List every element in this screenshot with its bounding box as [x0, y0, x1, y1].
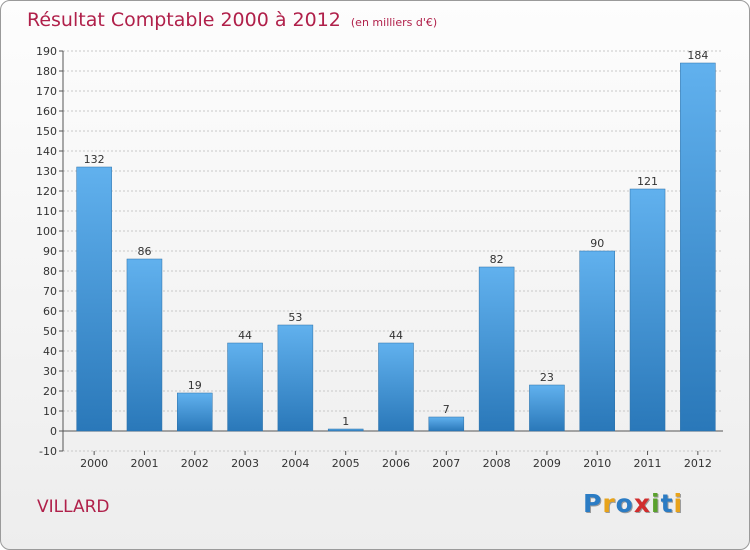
data-label: 44 — [389, 329, 403, 342]
y-tick-label: 10 — [43, 405, 57, 418]
x-tick-label: 2008 — [483, 457, 511, 470]
x-tick-label: 2001 — [130, 457, 158, 470]
y-tick-label: 190 — [36, 45, 57, 58]
bar-2005 — [327, 428, 364, 432]
x-tick-label: 2005 — [332, 457, 360, 470]
bar-2009 — [529, 384, 565, 432]
y-tick-label: 20 — [43, 385, 57, 398]
y-tick-label: 60 — [43, 305, 57, 318]
chart-title: Résultat Comptable 2000 à 2012 (en millie… — [27, 9, 437, 31]
y-tick-label: 170 — [36, 85, 57, 98]
bar-2004 — [277, 324, 314, 432]
data-label: 121 — [637, 175, 658, 188]
y-tick-label: 110 — [36, 205, 57, 218]
data-label: 90 — [590, 237, 604, 250]
y-tick-label: 70 — [43, 285, 57, 298]
chart-subtitle: (en milliers d'€) — [350, 16, 438, 29]
data-label: 86 — [137, 245, 151, 258]
logo-letter: o — [615, 489, 634, 518]
y-tick-label: 80 — [43, 265, 57, 278]
y-tick-label: -10 — [39, 445, 57, 458]
x-tick-label: 2006 — [382, 457, 410, 470]
logo-letter: r — [602, 489, 616, 518]
bar-2002 — [177, 392, 213, 432]
logo-letter: t — [660, 489, 674, 518]
logo-letter: i — [673, 489, 684, 518]
y-tick-label: 180 — [36, 65, 57, 78]
x-tick-label: 2004 — [281, 457, 309, 470]
bar-2007 — [428, 416, 465, 432]
town-name: VILLARD — [37, 497, 110, 517]
bar-2000 — [76, 166, 112, 432]
labels: -10 0 10 20 30 40 50 60 70 80 90 100 110 120 130 140 150… — [36, 45, 712, 470]
data-label: 19 — [188, 379, 202, 392]
bars — [76, 62, 716, 432]
data-label: 132 — [84, 153, 105, 166]
y-tick-label: 40 — [43, 345, 57, 358]
x-tick-label: 2007 — [432, 457, 460, 470]
x-tick-label: 2000 — [80, 457, 108, 470]
y-tick-label: 160 — [36, 105, 57, 118]
data-label: 1 — [342, 415, 349, 428]
x-tick-label: 2010 — [583, 457, 611, 470]
y-tick-label: 130 — [36, 165, 57, 178]
bar-2011 — [629, 188, 666, 432]
y-tick-label: 90 — [43, 245, 57, 258]
data-label: 44 — [238, 329, 252, 342]
x-tick-label: 2003 — [231, 457, 259, 470]
bar-2008 — [478, 266, 515, 432]
x-tick-label: 2011 — [634, 457, 662, 470]
logo-letter: i — [651, 489, 661, 518]
y-tick-label: 140 — [36, 145, 57, 158]
bar-2006 — [378, 342, 414, 432]
x-tick-label: 2012 — [684, 457, 712, 470]
grid-lines — [63, 50, 723, 452]
y-tick-label: 100 — [36, 225, 57, 238]
data-label: 82 — [490, 253, 504, 266]
bar-2012 — [680, 62, 716, 432]
y-tick-label: 30 — [43, 365, 57, 378]
logo-letter: x — [633, 489, 651, 518]
bar-2003 — [227, 342, 263, 432]
bar-2010 — [579, 250, 615, 432]
data-label: 53 — [288, 311, 302, 324]
y-tick-label: 120 — [36, 185, 57, 198]
data-label: 23 — [540, 371, 554, 384]
data-label: 7 — [443, 403, 450, 416]
bar-2001 — [126, 258, 163, 432]
data-label: 184 — [687, 49, 708, 62]
x-tick-label: 2002 — [181, 457, 209, 470]
x-tick-label: 2009 — [533, 457, 561, 470]
y-tick-label: 150 — [36, 125, 57, 138]
y-tick-label: 50 — [43, 325, 57, 338]
proxiti-logo[interactable]: Proxiti — [583, 489, 683, 518]
logo-letter: P — [583, 489, 603, 518]
chart-title-text: Résultat Comptable 2000 à 2012 — [27, 9, 341, 31]
y-tick-label: 0 — [50, 425, 57, 438]
